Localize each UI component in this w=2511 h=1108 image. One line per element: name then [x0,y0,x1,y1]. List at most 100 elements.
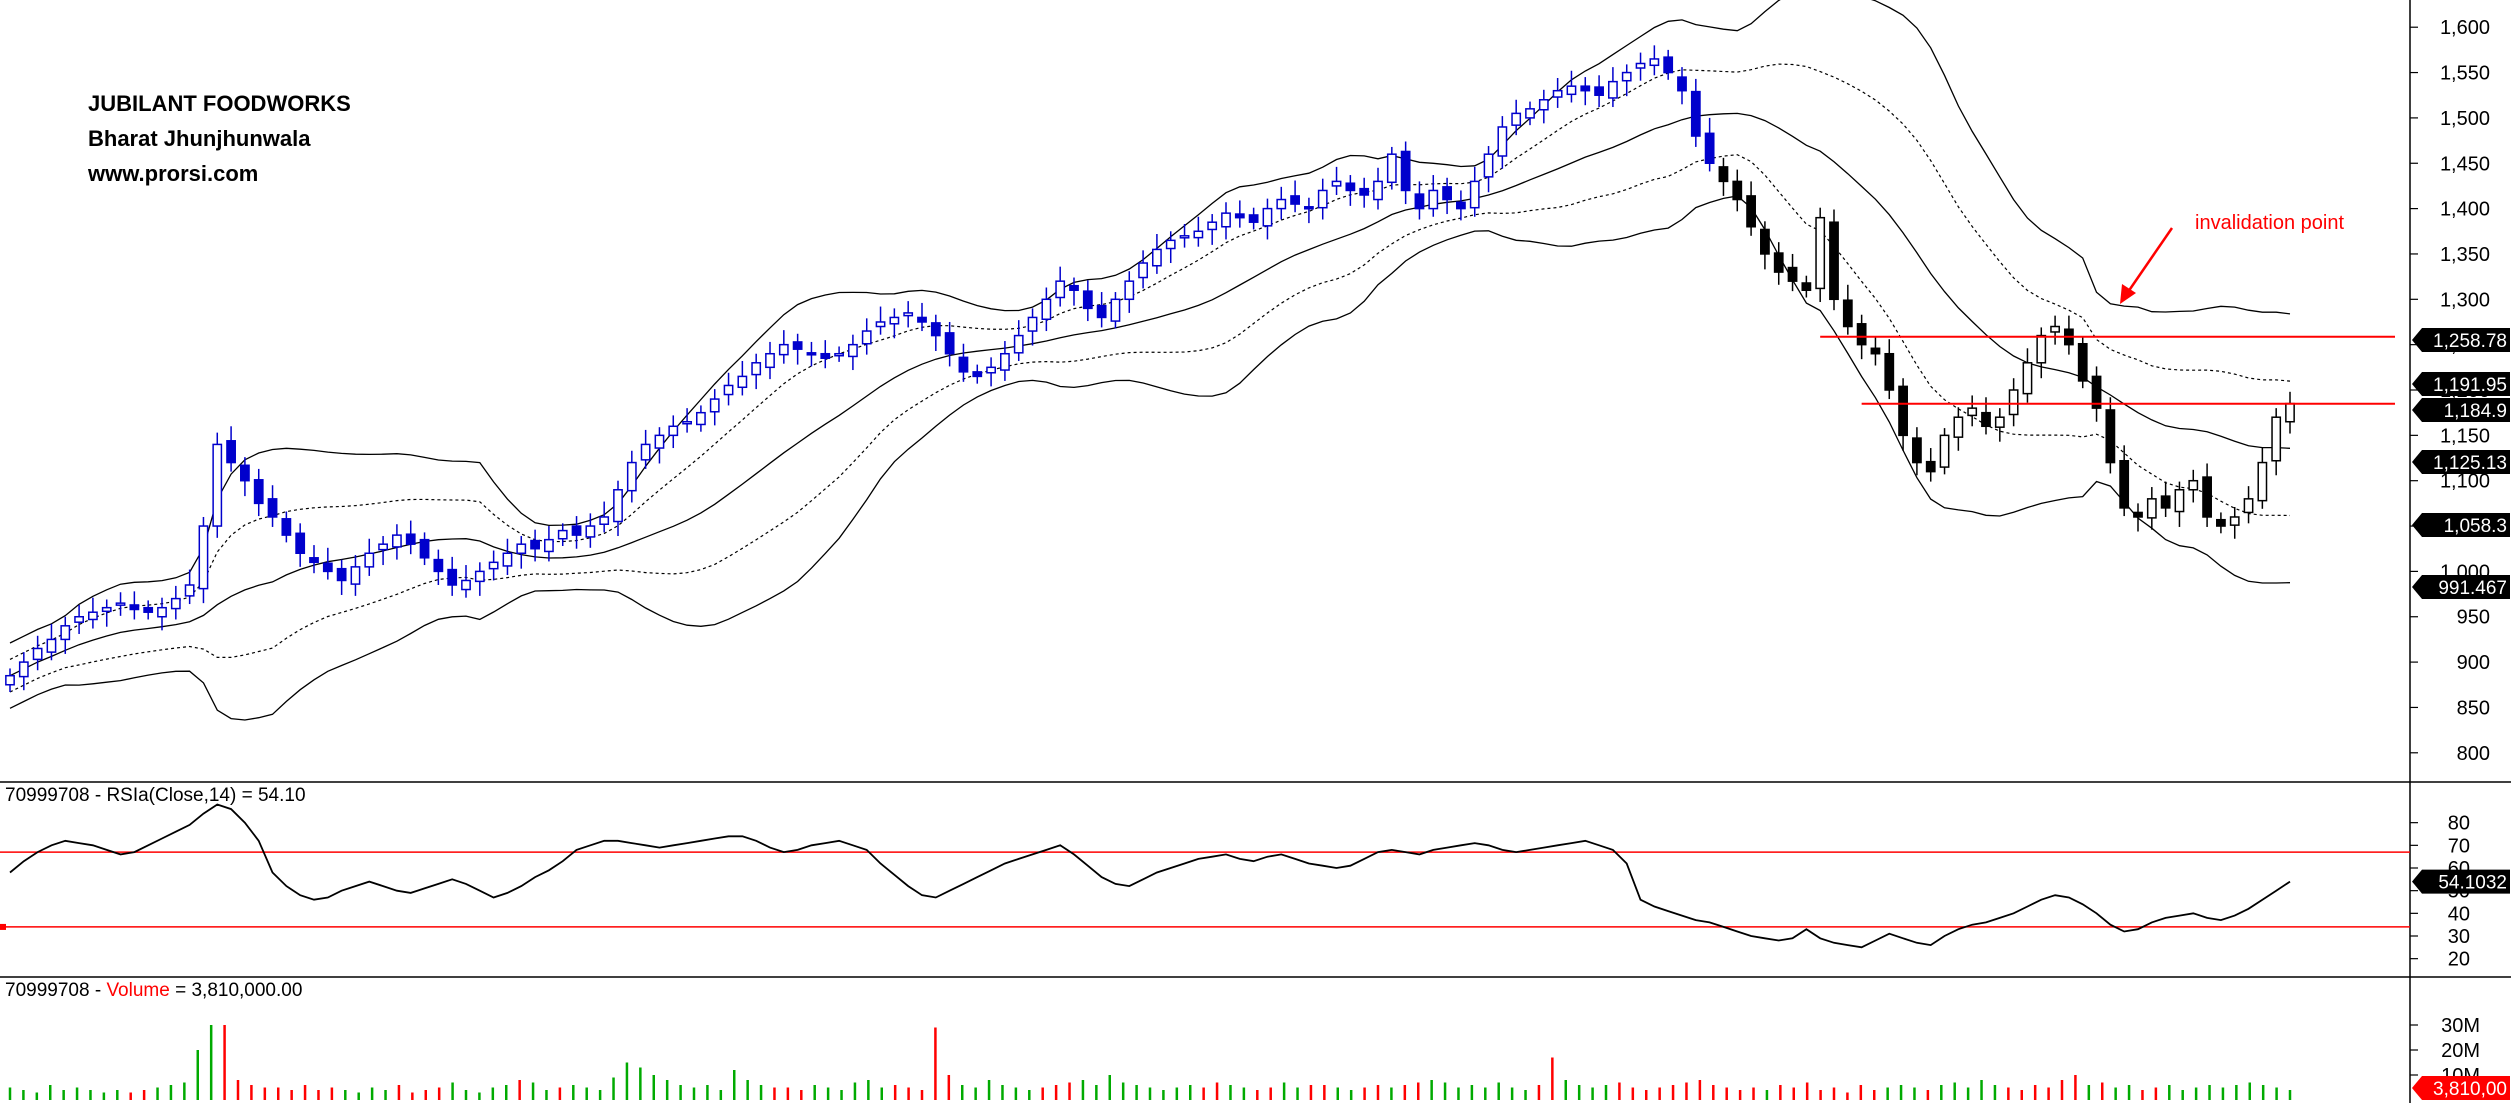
candle-body [2160,495,2171,509]
rsi-tick-label: 30 [2448,926,2470,948]
candle-body [2243,498,2254,514]
rsi-header: 70999708 - RSIa(Close,14) = 54.10 [5,785,306,806]
candle-body [1898,385,1908,437]
candle-body [903,312,914,317]
candle-body [889,316,900,325]
candle-body [530,539,540,550]
band-lower-2 [9,195,2291,721]
candle-body [1525,108,1535,119]
rsi-tag-box [2412,869,2510,894]
candle-body [1345,182,1356,192]
candle-body [1152,248,1162,267]
candle-body [2022,362,2033,395]
candle-body [157,606,167,618]
price-tick-label: 950 [2457,607,2490,629]
candle-body [1732,180,1743,201]
candle-body [1276,198,1287,210]
candle-body [2133,511,2143,518]
volume-panel: 10M20M30M3,810,00 [8,1015,2510,1100]
candle-body [571,525,582,536]
price-tick-label: 1,600 [2440,17,2490,39]
candle-body [405,533,416,545]
candle-body [1055,280,1066,299]
candle-body [820,352,831,360]
candle-body [115,602,126,606]
candle-body [226,440,236,464]
candle-body [74,615,84,623]
candle-body [392,534,402,548]
watermark-title: JUBILANT FOODWORKS [88,91,351,116]
candle-body [447,568,458,586]
candle-body [1566,85,1577,96]
candle-body [709,398,720,413]
candle-body [5,674,15,686]
candle-body [1290,195,1300,205]
band-lower-1 [9,154,2291,693]
candle-body [1635,62,1646,69]
rsi-tag-label: 54.1032 [2438,873,2507,894]
candle-body [474,570,485,583]
candle-body [557,529,568,540]
candle-body [378,543,388,551]
candle-body [461,579,471,591]
rsi-tick-label: 40 [2448,903,2470,925]
candle-body [1027,316,1038,332]
rsi-tick-label: 80 [2448,813,2470,835]
rsi-tick-label: 70 [2448,835,2470,857]
candle-body [1912,437,1922,464]
candle-body [1414,193,1425,210]
candle-body [1179,235,1190,239]
candle-body [944,332,955,355]
candle-body [212,443,223,527]
price-tag-label: 991.467 [2438,578,2507,599]
candle-body [1207,221,1218,231]
candle-body [336,567,347,582]
candle-body [419,538,430,559]
candle-body [502,552,513,567]
volume-tag-box [2412,1076,2510,1100]
candle-body [848,343,858,358]
candle-body [88,611,98,621]
price-tag-label: 1,191.95 [2433,375,2507,396]
candle-body [46,638,57,653]
candle-body [1082,290,1093,310]
watermark-author: Bharat Jhunjhunwala [88,126,311,151]
candle-body [1456,201,1466,210]
candle-body [2119,459,2130,509]
candle-body [364,552,375,568]
rsi-panel: 2030405060708054.1032 [0,803,2510,971]
price-tick-label: 1,100 [2440,471,2490,493]
candle-body [585,525,596,538]
invalidation-annotation: invalidation point [2120,212,2344,304]
candle-body [1746,195,1756,228]
price-tag-box [2412,575,2510,599]
candle-body [1373,180,1383,201]
candle-body [101,606,112,613]
candle-body [18,661,29,678]
annotation-arrow-head [2120,284,2136,304]
candle-body [32,647,43,661]
price-tick-label: 800 [2457,743,2490,765]
candle-body [1663,56,1674,74]
candle-body [2146,498,2157,519]
candle-body [1967,407,1978,417]
candle-body [1359,187,1370,196]
candle-body [1069,284,1079,291]
candle-body [861,330,872,345]
candle-body [1801,282,1812,291]
candle-body [958,356,969,373]
candle-body [170,597,181,610]
candle-body [1677,76,1687,92]
price-tag-label: 1,258.78 [2433,331,2507,352]
candle-body [1538,99,1549,111]
candle-body [1096,304,1107,319]
candle-body [1773,252,1784,273]
price-tag-label: 1,125.13 [2433,453,2507,474]
candle-body [1304,206,1314,210]
candle-body [654,434,665,449]
candle-body [60,625,71,641]
candle-body [1815,216,1826,290]
candle-body [1262,207,1273,227]
